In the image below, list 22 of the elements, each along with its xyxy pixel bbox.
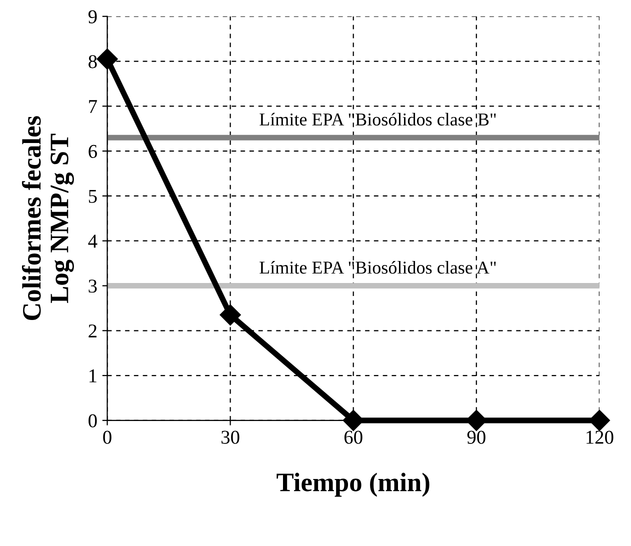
y-tick-label: 0 (88, 414, 97, 428)
ref-line-label: Límite EPA "Biosólidos clase B" (260, 112, 496, 126)
x-tick-label: 120 (586, 430, 614, 444)
y-tick-label: 1 (90, 369, 96, 382)
point (220, 304, 241, 326)
y-tick-label: 8 (88, 55, 97, 68)
point (342, 410, 364, 431)
ref-line-label: Límite EPA "Biosólidos clase A" (260, 261, 496, 274)
x-tick-label: 30 (222, 430, 240, 444)
y-axis-title: Coliformes fecales Log NMP/g ST (22, 116, 74, 320)
y-tick-label: 5 (88, 190, 97, 203)
point (96, 48, 118, 70)
y-tick-label: 6 (88, 144, 97, 158)
x-axis-title: Tiempo (min) (276, 472, 430, 497)
y-tick-label: 7 (89, 100, 97, 113)
y-tick-label: 4 (88, 234, 98, 248)
y-tick-label: 2 (88, 324, 96, 338)
y-tick-label: 3 (88, 280, 97, 293)
y-tick-label: 9 (88, 10, 97, 24)
x-tick-label: 90 (467, 430, 486, 444)
x-tick-label: 60 (344, 430, 362, 444)
x-tick-label: 0 (103, 430, 112, 444)
